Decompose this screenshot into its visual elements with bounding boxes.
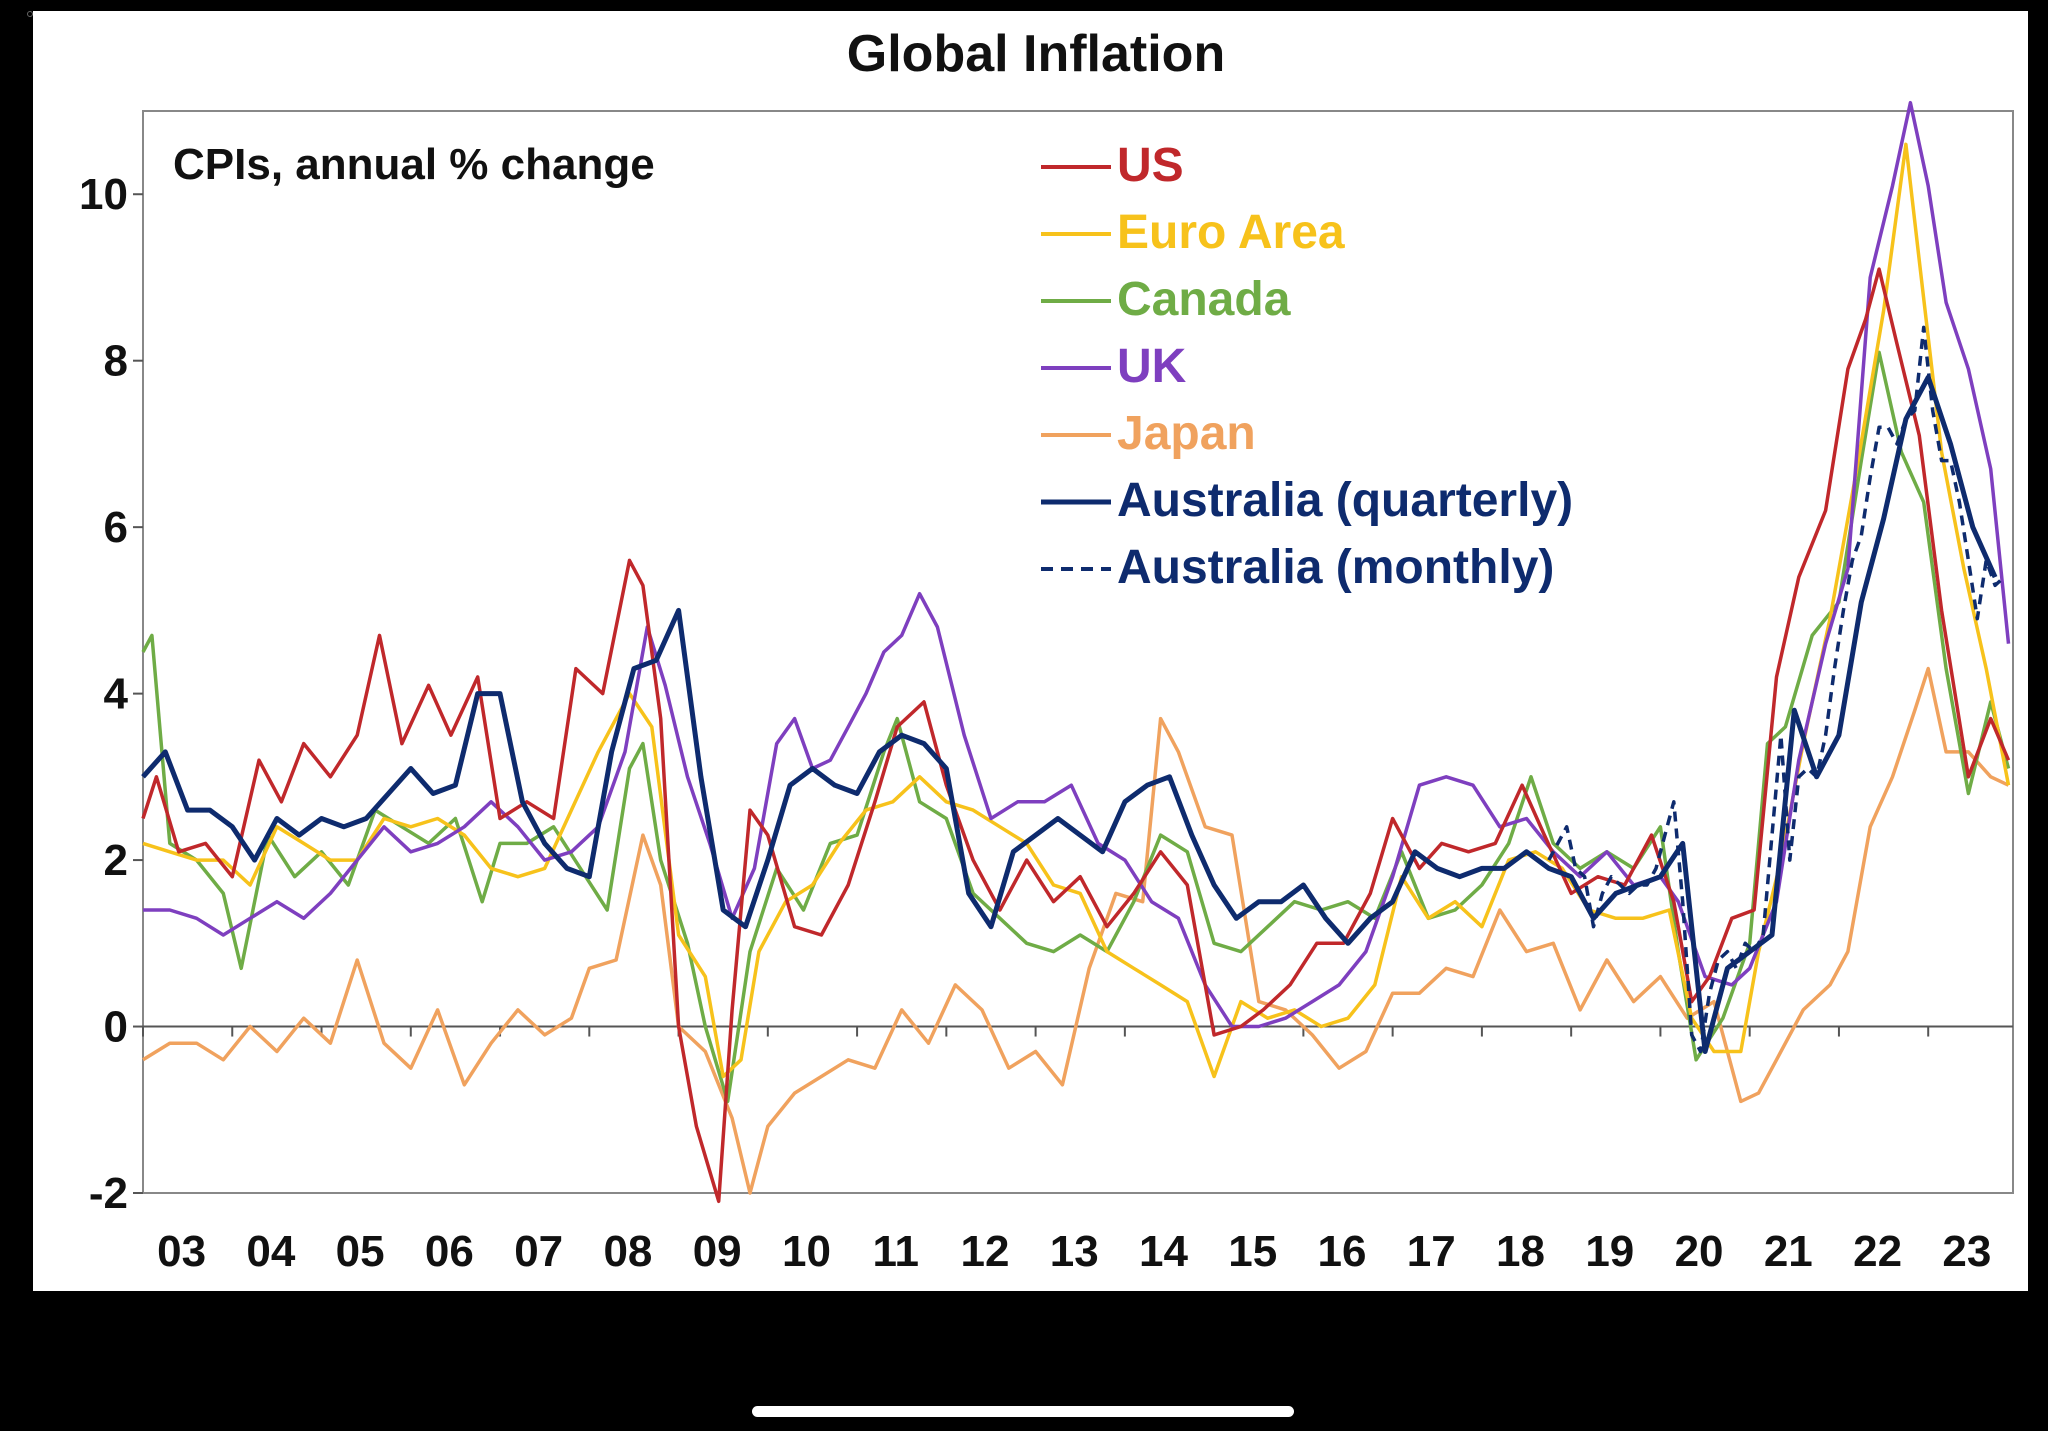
legend-label-canada: Canada <box>1117 273 1291 326</box>
x-tick-label: 21 <box>1764 1227 1813 1276</box>
y-tick-label: 6 <box>104 503 128 552</box>
x-tick-label: 13 <box>1050 1227 1099 1276</box>
y-axis: -2 0 2 4 6 8 10 <box>79 170 143 1218</box>
x-tick-label: 09 <box>693 1227 742 1276</box>
x-tick-label: 08 <box>603 1227 652 1276</box>
plot-area <box>142 110 2014 1194</box>
x-tick-label: 20 <box>1675 1227 1724 1276</box>
series-lines <box>141 100 2011 1204</box>
chart-title: Global Inflation <box>847 25 1225 83</box>
legend-label-uk: UK <box>1117 340 1187 393</box>
x-tick-label: 03 <box>157 1227 206 1276</box>
series-line-us <box>141 267 2011 1204</box>
x-tick-label: 22 <box>1853 1227 1902 1276</box>
x-tick-label: 11 <box>872 1227 919 1276</box>
x-tick-label: 12 <box>960 1227 1009 1276</box>
x-tick-label: 10 <box>782 1227 831 1276</box>
legend-label-euro-area: Euro Area <box>1117 206 1345 259</box>
series-line-uk <box>143 100 2011 1029</box>
series-line-australia-quarterly <box>141 374 1998 1054</box>
x-tick-label: 15 <box>1228 1227 1277 1276</box>
y-tick-label: 2 <box>104 836 128 885</box>
y-tick-label: 0 <box>104 1003 128 1052</box>
legend-label-japan: Japan <box>1117 407 1256 460</box>
x-tick-label: 17 <box>1407 1227 1456 1276</box>
y-tick-label: 4 <box>104 670 129 719</box>
x-tick-label: 07 <box>514 1227 563 1276</box>
y-tick-label: 10 <box>79 170 128 219</box>
x-axis: 03 04 05 06 07 08 09 10 11 12 13 14 15 16 17 18 19 20 21 22… <box>142 1026 1991 1276</box>
chart-panel: Global Inflation -2 0 2 4 6 8 10 03 04 05 06 07 08 0… <box>33 11 2028 1291</box>
x-tick-label: 14 <box>1139 1227 1188 1276</box>
y-tick-label: -2 <box>89 1169 128 1218</box>
series-line-canada <box>141 350 2011 1104</box>
x-tick-label: 18 <box>1496 1227 1545 1276</box>
x-tick-label: 23 <box>1942 1227 1991 1276</box>
series-line-euro-area <box>142 142 2011 1079</box>
legend: US Euro Area Canada UK Japan Australia (quart… <box>1041 139 1573 594</box>
x-tick-label: 05 <box>336 1227 385 1276</box>
series-line-japan <box>142 666 2010 1195</box>
chart-subtitle: CPIs, annual % change <box>173 140 655 189</box>
legend-label-australia-monthly: Australia (monthly) <box>1117 541 1554 594</box>
x-tick-label: 16 <box>1318 1227 1367 1276</box>
legend-label-australia-quarterly: Australia (quarterly) <box>1117 474 1573 527</box>
status-dot-icon <box>27 11 33 17</box>
home-indicator[interactable] <box>752 1406 1294 1417</box>
x-tick-label: 19 <box>1585 1227 1634 1276</box>
x-tick-label: 06 <box>425 1227 474 1276</box>
x-tick-label: 04 <box>246 1227 295 1276</box>
y-tick-label: 8 <box>104 337 128 386</box>
legend-label-us: US <box>1117 139 1184 192</box>
